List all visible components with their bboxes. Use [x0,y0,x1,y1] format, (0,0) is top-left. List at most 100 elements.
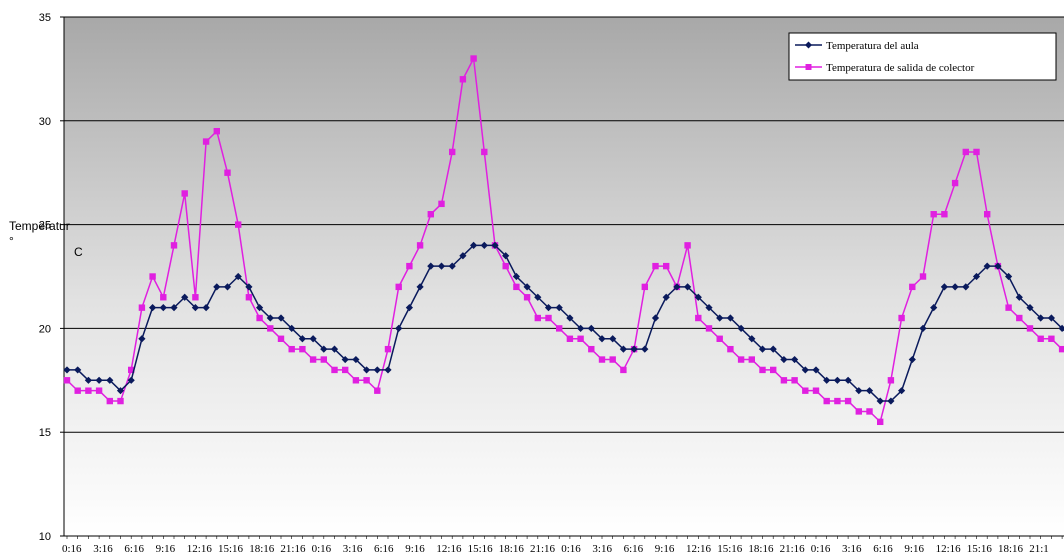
data-point [770,366,777,374]
data-point [577,324,585,332]
data-point [267,325,274,332]
data-point [117,397,124,405]
data-point [865,387,874,395]
data-point [63,366,71,374]
data-point [406,262,413,270]
data-point [106,397,113,405]
data-point [587,324,595,332]
data-point [459,76,467,83]
data-point [684,242,691,249]
x-tick-label: 3:16 [592,543,612,555]
data-point [652,262,659,270]
data-point [930,304,938,312]
data-point [470,241,478,249]
data-point [481,148,488,156]
x-tick-label: 12:16 [936,543,962,555]
data-point [940,283,948,291]
data-point [373,366,381,374]
data-point [331,366,338,374]
data-point [630,345,638,353]
x-tick-label: 21:16 [280,543,306,555]
data-point [919,273,927,280]
data-point [951,283,959,291]
data-point [234,272,242,281]
data-point [395,283,402,291]
data-point [876,397,884,405]
data-point [1048,335,1055,342]
data-point [737,324,745,332]
data-point [556,325,563,332]
data-point [951,179,959,187]
data-point [1005,272,1013,281]
x-tick-label: 15:16 [967,543,993,555]
data-point [202,304,210,312]
y-axis-label-text: Temperatur [9,219,70,233]
data-point [962,283,970,291]
x-tick-label: 15:16 [468,543,494,555]
data-point [673,283,681,291]
y-axis-label-unit: C [74,245,83,259]
data-point [288,345,295,353]
y-axis-label-unit-degree: ° [9,234,14,248]
x-tick-label: 6:16 [624,543,644,555]
x-tick-label: 0:16 [811,543,831,555]
data-point [223,283,232,291]
data-point [202,138,210,145]
data-point [695,314,702,322]
data-point [277,314,285,322]
data-point [727,345,734,353]
y-tick-label: 25 [39,220,51,232]
data-point [245,283,253,291]
data-point [994,262,1002,270]
legend-entry: Temperatura del aula [795,40,919,52]
x-tick-label: 21:16 [780,543,806,555]
x-tick-label: 18:16 [249,543,275,555]
data-point [620,366,627,374]
data-point [191,304,199,312]
data-point [523,294,531,301]
data-point [470,55,477,62]
data-point [1037,314,1045,322]
data-point [491,241,499,249]
data-point [598,335,606,343]
x-tick-label: 12:16 [436,543,462,555]
data-point [309,335,317,343]
x-tick-label: 18:16 [998,543,1024,555]
data-point [374,387,381,394]
legend-label: Temperatura de salida de colector [826,62,975,74]
x-tick-label: 0:16 [62,543,82,555]
data-point [116,387,125,395]
gridlines [64,16,1064,433]
data-point [663,262,670,270]
y-tick-label: 20 [39,323,51,335]
data-point [748,335,756,343]
data-point [1026,304,1034,312]
data-point [566,314,574,322]
data-point [512,272,520,281]
legend-marker [805,64,812,70]
data-point [716,335,723,342]
x-axis-ticks: 0:16 3:16 6:16 9:16 12:16 15:16 18:16 21:16 0:16… [62,536,1063,555]
data-point [769,345,777,353]
data-point [106,376,114,384]
x-tick-label: 18:16 [748,543,774,555]
data-point [74,387,81,394]
data-point [95,376,103,384]
data-point [309,356,317,363]
x-tick-label: 3:16 [343,543,363,555]
data-point [705,304,713,312]
data-point [320,345,328,353]
data-point [363,366,371,374]
data-point [1037,335,1044,342]
data-point [651,314,660,322]
data-point [138,304,146,311]
data-point [962,148,969,156]
data-point [427,211,434,218]
data-point [384,345,392,353]
data-point [480,241,488,249]
y-axis-ticks: 10 15 20 25 30 35 [39,12,64,543]
x-tick-label: 3:16 [93,543,113,555]
data-point [555,304,563,312]
data-point [812,387,820,394]
data-point [534,293,542,301]
